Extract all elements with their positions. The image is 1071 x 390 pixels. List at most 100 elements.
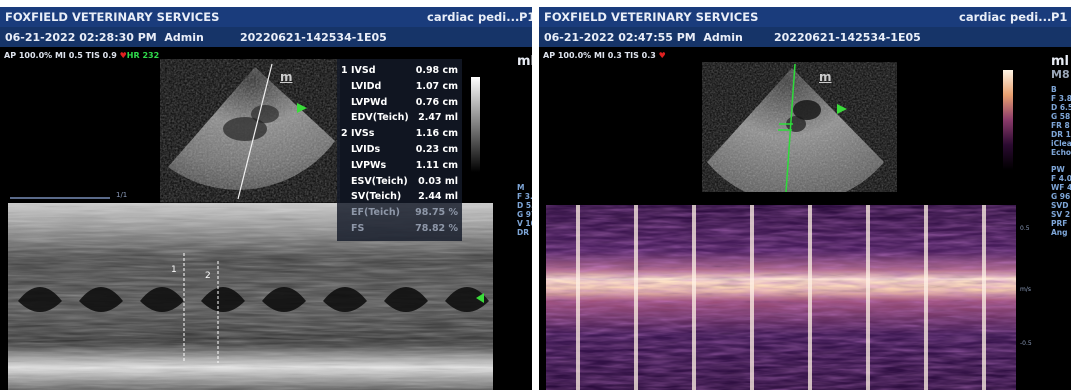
left-scale-row <box>10 197 110 199</box>
left-tis-value: TIS 0.9 <box>85 51 117 60</box>
mmode-chamber-shape <box>445 287 489 312</box>
left-caliper-2-label: 2 <box>205 271 211 281</box>
measurement-value: 1.07 cm <box>415 80 458 92</box>
measurement-label: LVPWs <box>351 159 387 171</box>
left-ml-label: ml <box>517 54 532 69</box>
left-sector-marker: m <box>280 70 293 84</box>
left-side-section-label: M <box>517 183 525 192</box>
measurement-value: 0.23 cm <box>415 144 458 155</box>
right-m8-label: M8 <box>1051 68 1070 81</box>
left-side-param: V 10 <box>517 219 532 228</box>
mmode-chamber-shape <box>79 287 123 312</box>
measurement-value: 2.47 ml <box>418 112 458 124</box>
measurement-value: 0.76 cm <box>415 96 458 108</box>
left-strip-marker-icon <box>476 293 484 303</box>
left-study-id: 20220621-142534-1E05 <box>240 31 387 44</box>
measurement-value: 78.82 % <box>415 223 458 234</box>
mmode-chamber-shape <box>140 287 184 312</box>
left-side-param: D 5.2 <box>517 201 532 210</box>
measurement-value: 1.11 cm <box>415 159 458 171</box>
left-operator: Admin <box>164 31 204 44</box>
doppler-beat-spike <box>808 205 812 390</box>
heart-icon: ♥ <box>119 51 127 60</box>
right-header-bar: FOXFIELD VETERINARY SERVICES cardiac ped… <box>539 7 1071 27</box>
measurement-group-number: 1 <box>341 65 348 76</box>
doppler-beat-spike <box>866 205 870 390</box>
measurement-row: EF(Teich) 98.75 % <box>337 207 462 222</box>
right-tis-value: TIS 0.3 <box>624 51 656 60</box>
measurement-row: EDV(Teich) 2.47 ml <box>337 112 462 127</box>
doppler-beat-spike <box>692 205 696 390</box>
left-heart-rate: HR 232 <box>126 51 160 60</box>
right-bmode-sector-image <box>707 63 884 192</box>
measurement-label: FS <box>351 223 365 234</box>
mmode-chamber-shape <box>384 287 428 312</box>
measurement-row: LVPWd 0.76 cm <box>337 97 462 112</box>
mmode-chamber-shape <box>323 287 367 312</box>
measurement-label: EDV(Teich) <box>351 112 409 124</box>
right-side-param: D 6.5 <box>1051 103 1071 112</box>
left-header-bar: FOXFIELD VETERINARY SERVICES cardiac ped… <box>0 7 532 27</box>
measurement-row: ESV(Teich) 0.03 ml <box>337 176 462 191</box>
measurement-value: 2.44 ml <box>418 191 458 203</box>
right-datetime: 06-21-2022 02:47:55 PM <box>544 31 696 44</box>
measurement-label: LVPWd <box>351 96 388 108</box>
right-ml-label: ml <box>1051 54 1070 69</box>
measurement-row: SV(Teich) 2.44 ml <box>337 191 462 206</box>
doppler-beat-spike <box>576 205 580 390</box>
left-measurement-panel: 1 IVSd 0.98 cm LVIDd 1.07 cm LVPWd 0.76 cm EDV(… <box>337 59 462 241</box>
right-side-param: PRF <box>1051 219 1068 228</box>
left-mi-value: MI 0.5 <box>54 51 83 60</box>
left-acoustic-params: AP 100.0% MI 0.5 TIS 0.9 ♥HR 232 <box>4 51 159 60</box>
right-orientation-arrow-icon <box>837 104 847 114</box>
measurement-label: IVSd <box>351 65 376 76</box>
right-side-param: iClea <box>1051 139 1071 148</box>
measurement-row: 1 IVSd 0.98 cm <box>337 65 462 80</box>
right-side-param: G 96 <box>1051 192 1071 201</box>
measurement-row: LVPWs 1.11 cm <box>337 160 462 175</box>
right-side-param: FR 8 <box>1051 121 1070 130</box>
doppler-beat-spike <box>634 205 638 390</box>
left-ap-value: AP 100.0% <box>4 51 53 60</box>
left-probe-label: P1 <box>519 10 532 24</box>
measurement-group-number: 2 <box>341 128 348 140</box>
right-velocity-unit-label: m/s <box>1020 286 1031 293</box>
left-orientation-arrow-icon <box>297 103 307 113</box>
right-side-param: DR 1 <box>1051 130 1071 139</box>
measurement-row: FS 78.82 % <box>337 223 462 238</box>
measurement-value: 1.16 cm <box>415 128 458 140</box>
left-bmode-sector-image <box>168 63 335 200</box>
left-side-params: ml <box>517 55 532 69</box>
measurement-label: EF(Teich) <box>351 207 400 219</box>
left-preset-name[interactable]: cardiac pedi... <box>427 10 520 24</box>
right-side-params: ml M8 B F 3.8 D 6.5 G 58 FR 8 DR 1 iClea… <box>1051 54 1071 238</box>
right-velocity-top-label: 0.5 <box>1020 225 1030 232</box>
left-ultrasound-panel: FOXFIELD VETERINARY SERVICES cardiac ped… <box>0 7 532 390</box>
right-side-param: F 3.8 <box>1051 94 1071 103</box>
measurement-label: IVSs <box>351 128 375 140</box>
right-sector-marker: m <box>819 70 832 84</box>
left-mmode-cursor-line <box>237 63 273 200</box>
right-side-param: Ang <box>1051 228 1068 237</box>
right-study-id: 20220621-142534-1E05 <box>774 31 921 44</box>
left-mmode-strip <box>8 203 493 390</box>
right-acoustic-params: AP 100.0% MI 0.3 TIS 0.3 ♥ <box>543 51 666 60</box>
measurement-label: LVIDd <box>351 80 382 92</box>
doppler-beat-spike <box>924 205 928 390</box>
measurement-value: 0.03 ml <box>418 175 458 187</box>
left-side-mmode-params: M F 3.8 D 5.2 G 97 V 10 DR 1 <box>517 183 532 237</box>
right-side-param: SVD <box>1051 201 1069 210</box>
measurement-label: ESV(Teich) <box>351 175 408 187</box>
measurement-value: 0.98 cm <box>415 65 458 76</box>
right-subheader-bar: 06-21-2022 02:47:55 PM Admin 20220621-14… <box>539 27 1071 47</box>
measurement-label: SV(Teich) <box>351 191 402 203</box>
left-grayscale-bar <box>471 77 480 172</box>
mmode-chamber-shape <box>201 287 245 312</box>
mmode-chamber-shape <box>18 287 62 312</box>
doppler-beat-spike <box>982 205 986 390</box>
right-preset-name[interactable]: cardiac pedi... <box>959 10 1052 24</box>
right-velocity-bottom-label: -0.5 <box>1020 340 1032 347</box>
right-colormap-bar <box>1003 70 1013 170</box>
right-ap-value: AP 100.0% <box>543 51 592 60</box>
measurement-row: 2 IVSs 1.16 cm <box>337 128 462 143</box>
